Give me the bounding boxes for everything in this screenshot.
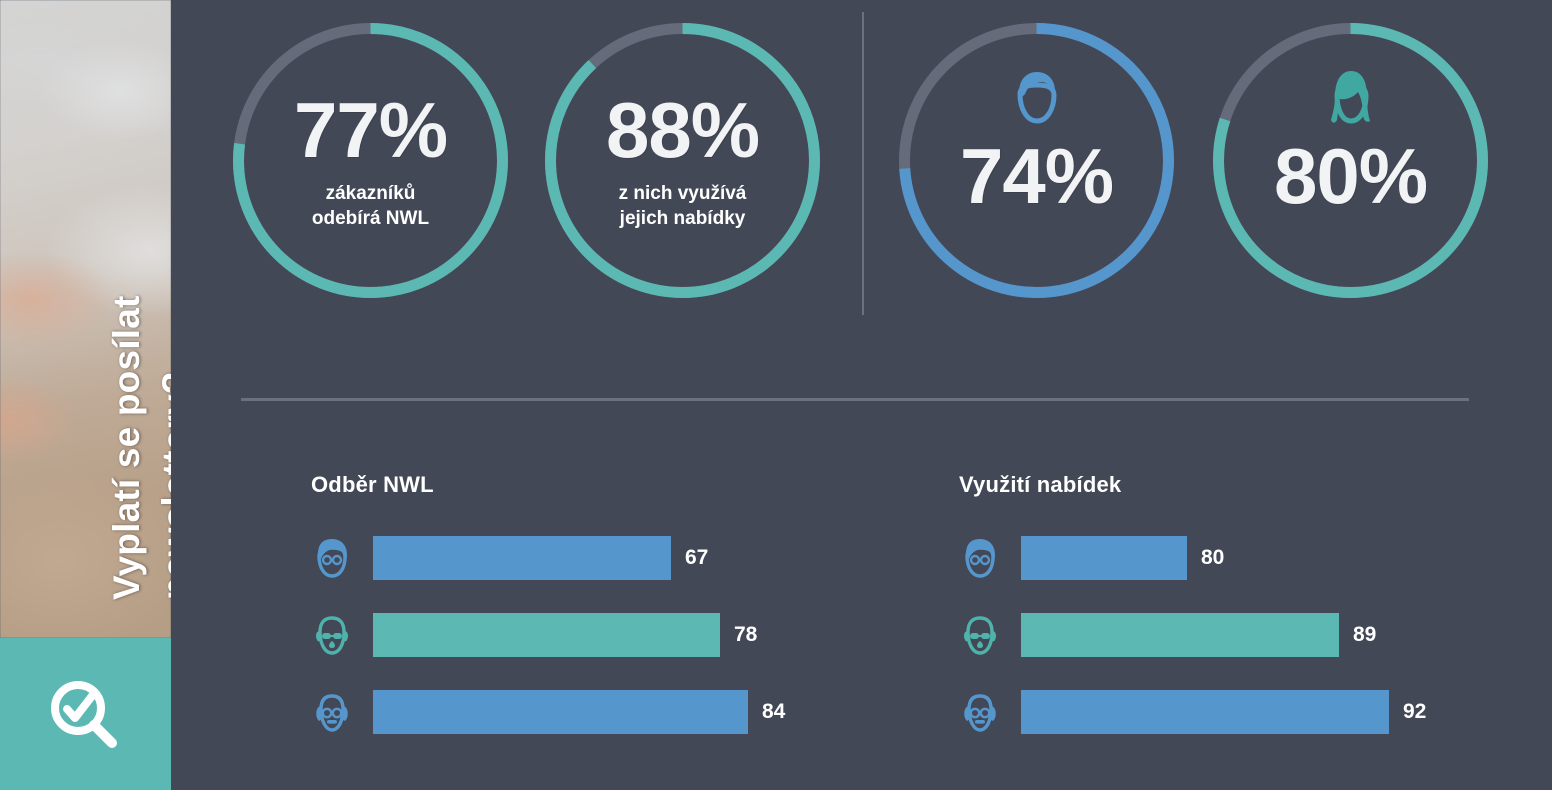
- donut-label: z nich využívá jejich nabídky: [619, 181, 747, 231]
- bald-man-sunglasses-icon: [959, 613, 1001, 657]
- vertical-divider: [862, 12, 864, 315]
- donut-value: 88%: [605, 85, 760, 174]
- chart-vyuziti-nabidek: Využití nabídek 80: [959, 472, 1426, 763]
- young-person-glasses-icon: [959, 536, 1001, 580]
- female-face-icon: [1330, 71, 1370, 124]
- bar: [373, 690, 748, 734]
- bar: [373, 536, 671, 580]
- donut-offers-used: 88% z nich využívá jejich nabídky: [539, 17, 826, 304]
- bar: [1021, 690, 1389, 734]
- older-man-glasses-icon: [311, 690, 353, 734]
- sidebar: Vyplatí se posílat newslettery?: [0, 0, 171, 790]
- donut-value: 74%: [959, 132, 1114, 220]
- donut-men: 74%: [893, 17, 1180, 304]
- donut-label-line1: zákazníků: [325, 182, 416, 204]
- bar-value: 84: [762, 700, 786, 723]
- bar: [1021, 613, 1339, 657]
- bar-value: 67: [685, 546, 709, 569]
- donut-value: 80%: [1273, 132, 1428, 220]
- donut-label-line1: z nich využívá: [618, 182, 747, 204]
- chart-title: Využití nabídek: [959, 472, 1122, 497]
- bar-track: 92: [1021, 690, 1426, 734]
- older-man-glasses-icon: [959, 690, 1001, 734]
- bar-row: 67: [311, 532, 785, 584]
- chart-title: Odběr NWL: [311, 472, 434, 497]
- bar-track: 84: [373, 690, 785, 734]
- bar-value: 80: [1201, 546, 1225, 569]
- bar-track: 80: [1021, 536, 1224, 580]
- bar-row: 84: [311, 686, 785, 738]
- bar-track: 89: [1021, 613, 1376, 657]
- bar-value: 78: [734, 623, 758, 646]
- bar-track: 78: [373, 613, 757, 657]
- young-person-glasses-icon: [311, 536, 353, 580]
- sidebar-background-photo: [0, 0, 171, 638]
- bar-value: 92: [1403, 700, 1427, 723]
- bald-man-sunglasses-icon: [311, 613, 353, 657]
- donut-label-line2: odebírá NWL: [311, 207, 430, 229]
- bar-row: 89: [959, 609, 1426, 661]
- bar-row: 78: [311, 609, 785, 661]
- donut-subscribers: 77% zákazníků odebírá NWL: [227, 17, 514, 304]
- male-face-icon: [1016, 72, 1057, 124]
- sidebar-title: Vyplatí se posílat newslettery?: [0, 0, 171, 638]
- donut-label-line2: jejich nabídky: [619, 207, 746, 229]
- bar-row: 92: [959, 686, 1426, 738]
- bar-row: 80: [959, 532, 1426, 584]
- donut-value: 77%: [293, 85, 448, 174]
- sidebar-title-line2: newslettery?: [155, 371, 171, 600]
- bar: [1021, 536, 1187, 580]
- bar-track: 67: [373, 536, 708, 580]
- sidebar-icon-block: [0, 638, 171, 790]
- bar-value: 89: [1353, 623, 1377, 646]
- magnifier-check-icon: [51, 681, 117, 748]
- sidebar-title-line1: Vyplatí se posílat: [106, 295, 147, 601]
- donut-label: zákazníků odebírá NWL: [312, 181, 429, 231]
- bar: [373, 613, 720, 657]
- chart-odber-nwl: Odběr NWL 67: [311, 472, 785, 763]
- horizontal-divider: [241, 398, 1469, 401]
- donut-women: 80%: [1207, 17, 1494, 304]
